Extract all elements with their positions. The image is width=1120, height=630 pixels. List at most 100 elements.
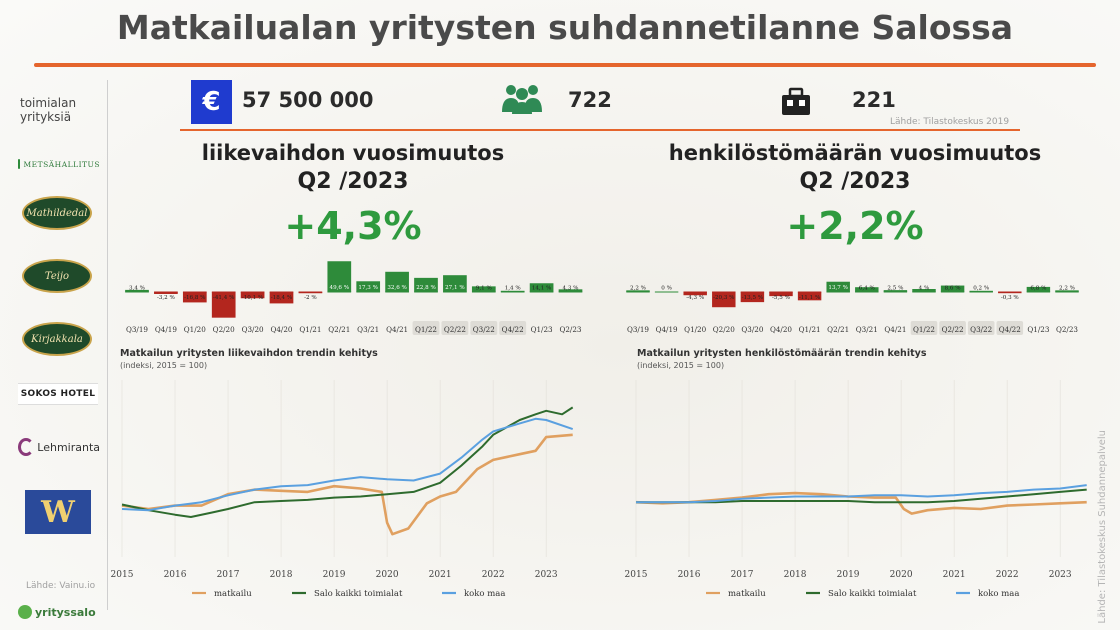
legend-label: matkailu <box>728 589 766 599</box>
bar <box>356 281 381 292</box>
category-label: Q2/23 <box>559 325 581 334</box>
bar <box>327 261 352 292</box>
series-line-matkailu <box>121 433 573 536</box>
category-label: Q4/21 <box>884 325 906 334</box>
x-tick-label: 2022 <box>996 570 1019 580</box>
bar <box>471 286 496 292</box>
bar <box>912 289 936 292</box>
category-label: Q3/21 <box>357 325 379 334</box>
bar <box>211 292 236 318</box>
right-trend-subtitle: (indeksi, 2015 = 100) <box>637 361 725 370</box>
legend-label: koko maa <box>978 589 1019 599</box>
category-label: Q2/22 <box>444 325 466 334</box>
category-label: Q2/20 <box>713 325 735 334</box>
hotel-luggage-icon <box>782 87 810 115</box>
companies-value: 221 <box>852 88 896 112</box>
data-label: 1,4 % <box>505 286 521 292</box>
category-highlight <box>939 321 966 335</box>
x-tick-label: 2015 <box>111 570 134 580</box>
data-label: -16,8 % <box>184 295 205 301</box>
data-label: -5,5 % <box>772 295 790 301</box>
data-label: -10,1 % <box>242 295 263 301</box>
x-tick-label: 2019 <box>837 570 860 580</box>
bar <box>712 292 736 308</box>
x-tick-label: 2015 <box>625 570 648 580</box>
bar <box>154 292 178 294</box>
data-label: 4,3 % <box>563 286 579 292</box>
staff-trend-line-chart: 2015 2016 2017 2018 2019 2020 2021 2022 2023 matk… <box>625 380 1087 599</box>
left-trend-title: Matkailun yritysten liikevaihdon trendin… <box>120 348 378 359</box>
data-label: -13,5 % <box>742 295 763 301</box>
bar <box>500 290 525 292</box>
logo-kirjakkala: Kirjakkala <box>22 322 92 356</box>
bar <box>240 292 265 299</box>
data-label: 4 % <box>919 286 930 292</box>
logo-lehmiranta: Lehmiranta <box>18 432 100 462</box>
bar <box>558 289 583 292</box>
data-label: 9,1 % <box>476 286 492 292</box>
legend-label: Salo kaikki toimialat <box>314 589 403 599</box>
category-label: Q1/20 <box>684 325 706 334</box>
data-label: 0 % <box>661 286 672 292</box>
revenue-value: 57 500 000 <box>242 88 374 112</box>
right-heading: henkilöstömäärän vuosimuutos <box>668 141 1042 165</box>
category-label: Q3/20 <box>242 325 264 334</box>
bar <box>855 287 879 292</box>
x-tick-label: 2016 <box>164 570 187 580</box>
category-label: Q1/22 <box>415 325 437 334</box>
left-heading: liikevaihdon vuosimuutos <box>201 141 505 165</box>
data-label: 0,2 % <box>973 286 989 292</box>
bar <box>797 292 822 301</box>
x-tick-label: 2021 <box>429 570 452 580</box>
category-label: Q3/19 <box>126 325 148 334</box>
logo-yrityssalo: yrityssalo <box>18 605 96 619</box>
people-icon <box>502 85 542 114</box>
category-label: Q4/22 <box>999 325 1021 334</box>
category-label: Q4/20 <box>270 325 292 334</box>
category-highlight <box>470 321 498 335</box>
legend-label: matkailu <box>214 589 252 599</box>
logo-metsahallitus: METSÄHALLITUS <box>18 158 100 170</box>
x-tick-label: 2018 <box>784 570 807 580</box>
x-tick-label: 2022 <box>482 570 505 580</box>
sidebar-label: toimialan yrityksiä <box>20 96 77 124</box>
series-line-salo-kaikki-toimialat <box>121 406 574 518</box>
category-label: Q1/23 <box>1027 325 1049 334</box>
category-label: Q3/19 <box>627 325 649 334</box>
bar <box>1055 290 1079 292</box>
data-label: -3,2 % <box>157 295 175 301</box>
bar <box>269 292 294 304</box>
bar <box>125 289 149 292</box>
legend-label: Salo kaikki toimialat <box>828 589 917 599</box>
left-period: Q2 /2023 <box>297 169 409 194</box>
category-label: Q1/23 <box>531 325 553 334</box>
bar <box>414 277 438 292</box>
category-label: Q3/22 <box>970 325 992 334</box>
data-label: -41,4 % <box>213 295 234 301</box>
bar <box>826 281 850 292</box>
category-highlight <box>412 321 440 335</box>
data-label: 8,6 % <box>945 286 961 292</box>
category-label: Q1/21 <box>299 325 321 334</box>
logo-mathildedal: Mathildedal <box>22 196 92 230</box>
sidebar-divider <box>107 80 108 610</box>
category-label: Q2/21 <box>328 325 350 334</box>
bar <box>998 292 1022 294</box>
x-tick-label: 2017 <box>731 570 754 580</box>
data-label: 13,7 % <box>828 285 848 291</box>
bar <box>443 275 467 292</box>
series-line-koko-maa <box>121 417 574 512</box>
series-line-koko-maa <box>636 484 1087 504</box>
category-label: Q2/23 <box>1056 325 1078 334</box>
data-label: -18,4 % <box>271 295 292 301</box>
euro-icon: € <box>191 80 232 124</box>
category-highlight <box>996 321 1024 335</box>
data-label: 2,2 % <box>630 286 646 292</box>
data-label: 27,1 % <box>445 285 465 291</box>
title-divider <box>34 63 1096 67</box>
data-label: -4,3 % <box>686 295 704 301</box>
series-line-matkailu <box>635 491 1087 515</box>
category-label: Q3/20 <box>741 325 763 334</box>
bar <box>626 290 650 292</box>
data-label: -2 % <box>304 295 317 301</box>
